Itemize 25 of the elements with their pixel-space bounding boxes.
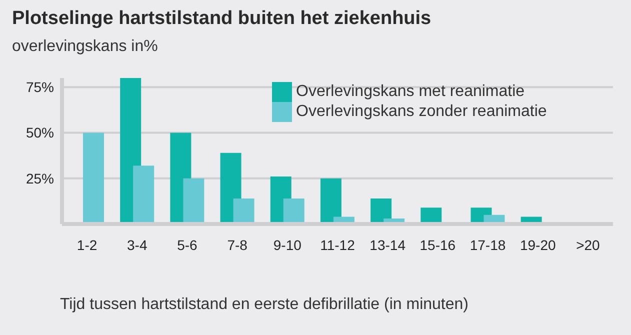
y-tick-label: 50% <box>26 124 54 141</box>
x-tick-label: 7-8 <box>227 236 248 253</box>
legend-label: Overlevingskans met reanimatie <box>296 83 525 100</box>
x-axis-title: Tijd tussen hartstilstand en eerste defibrillatie (in minuten) <box>60 296 468 314</box>
x-tick-label: 3-4 <box>127 236 148 253</box>
x-tick-label: 13-14 <box>370 236 406 253</box>
y-axis-title: overlevingskans in% <box>12 38 158 56</box>
chart-title: Plotselinge hartstilstand buiten het ziekenhuis <box>12 8 432 30</box>
x-tick-label: 9-10 <box>273 236 302 253</box>
x-tick-label: 1-2 <box>76 236 98 253</box>
x-tick-label: 17-18 <box>470 236 506 253</box>
bar <box>320 178 342 224</box>
legend-label: Overlevingskans zonder reanimatie <box>296 103 547 120</box>
y-tick-label: 25% <box>26 170 54 186</box>
x-tick-label: 5-6 <box>177 236 198 253</box>
x-tick-label: 19-20 <box>520 236 556 253</box>
bar <box>183 178 204 224</box>
bar <box>133 166 154 224</box>
y-tick-label: 75% <box>26 79 54 96</box>
bar <box>83 132 104 224</box>
x-tick-label: 11-12 <box>320 236 356 253</box>
x-tick-label: >20 <box>576 236 600 253</box>
bar <box>283 198 304 224</box>
bar <box>233 198 254 224</box>
x-tick-label: 15-16 <box>420 236 456 253</box>
